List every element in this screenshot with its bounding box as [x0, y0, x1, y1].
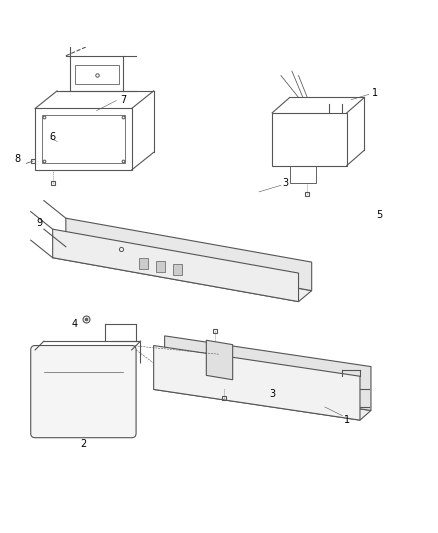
Polygon shape: [155, 261, 164, 272]
Polygon shape: [66, 218, 311, 290]
Polygon shape: [153, 345, 359, 420]
Text: 3: 3: [282, 178, 288, 188]
Text: 7: 7: [120, 95, 126, 104]
Text: 2: 2: [80, 439, 86, 449]
Text: 3: 3: [268, 389, 275, 399]
Text: 6: 6: [49, 132, 56, 142]
Text: 4: 4: [71, 319, 78, 328]
Text: 1: 1: [371, 88, 378, 98]
Text: 9: 9: [36, 219, 42, 229]
Polygon shape: [206, 340, 232, 379]
FancyBboxPatch shape: [31, 345, 136, 438]
Polygon shape: [153, 379, 370, 420]
Text: 1: 1: [343, 415, 349, 425]
Polygon shape: [53, 247, 311, 302]
Polygon shape: [173, 264, 181, 275]
Polygon shape: [138, 258, 147, 269]
Text: 8: 8: [14, 154, 21, 164]
Polygon shape: [53, 229, 298, 302]
Text: 5: 5: [376, 209, 382, 220]
Polygon shape: [164, 336, 370, 410]
